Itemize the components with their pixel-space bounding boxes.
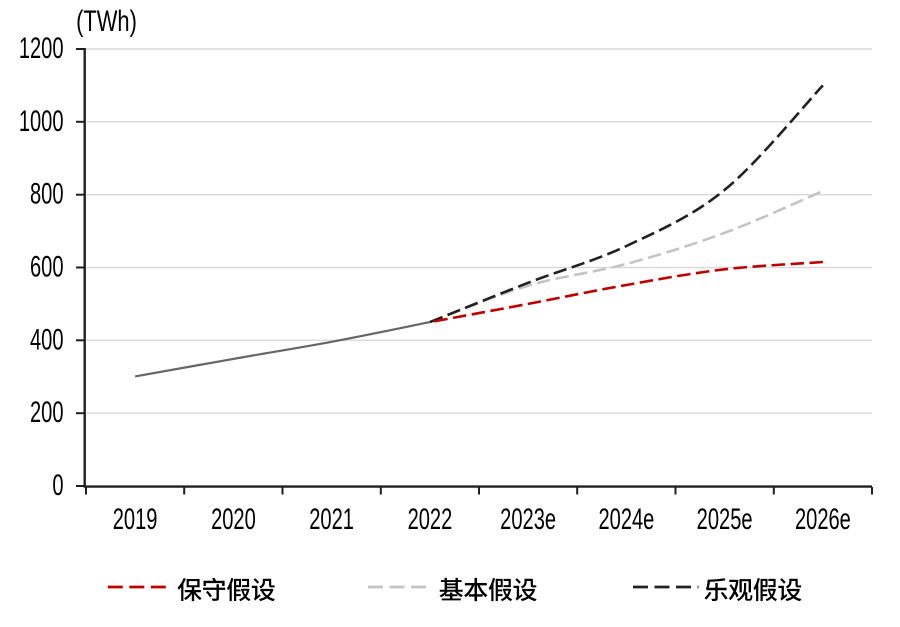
svg-text:2025e: 2025e (697, 503, 753, 536)
svg-text:400: 400 (30, 323, 64, 356)
svg-text:2024e: 2024e (598, 503, 654, 536)
svg-text:1000: 1000 (19, 105, 64, 138)
svg-text:800: 800 (30, 178, 64, 211)
svg-text:600: 600 (30, 251, 64, 284)
svg-text:2020: 2020 (211, 503, 256, 536)
svg-text:1200: 1200 (19, 32, 64, 65)
svg-text:0: 0 (52, 469, 63, 502)
svg-text:(TWh): (TWh) (76, 4, 137, 38)
svg-text:2022: 2022 (408, 503, 453, 536)
svg-text:2019: 2019 (113, 503, 158, 536)
svg-text:2021: 2021 (309, 503, 354, 536)
svg-text:2026e: 2026e (795, 503, 851, 536)
svg-text:2023e: 2023e (500, 503, 556, 536)
svg-text:200: 200 (30, 396, 64, 429)
